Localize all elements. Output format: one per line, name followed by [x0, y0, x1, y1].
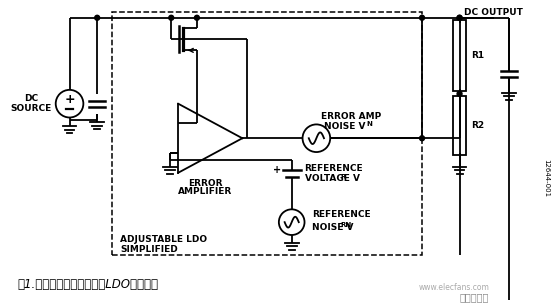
Text: 图1.显示内部噪声源的可调LDO简化框图: 图1.显示内部噪声源的可调LDO简化框图: [17, 278, 158, 292]
Text: RN: RN: [340, 222, 352, 228]
Circle shape: [194, 15, 199, 20]
Text: AMPLIFIER: AMPLIFIER: [178, 187, 233, 195]
Circle shape: [95, 15, 100, 20]
Text: +: +: [273, 165, 281, 175]
Text: NOISE V: NOISE V: [324, 122, 365, 131]
Bar: [112, 12, 422, 255]
Text: DC
SOURCE: DC SOURCE: [11, 94, 52, 113]
Text: NOISE V: NOISE V: [312, 223, 354, 232]
Text: N: N: [367, 121, 373, 127]
Text: REFERENCE: REFERENCE: [312, 210, 371, 219]
Bar: [453, 96, 466, 155]
Text: VOLTAGE V: VOLTAGE V: [305, 174, 359, 183]
Circle shape: [420, 136, 425, 141]
Circle shape: [420, 15, 425, 20]
Text: ADJUSTABLE LDO: ADJUSTABLE LDO: [120, 235, 207, 244]
Text: 电子发烧友: 电子发烧友: [460, 292, 489, 302]
Circle shape: [457, 91, 462, 96]
Circle shape: [169, 15, 174, 20]
Text: ERROR AMP: ERROR AMP: [321, 112, 381, 121]
Text: www.elecfans.com: www.elecfans.com: [418, 283, 489, 292]
Text: R: R: [340, 174, 345, 180]
Text: R1: R1: [472, 51, 484, 60]
Text: SIMPLIFIED: SIMPLIFIED: [120, 245, 177, 254]
Bar: [453, 20, 466, 91]
Text: REFERENCE: REFERENCE: [305, 164, 363, 173]
Circle shape: [457, 15, 462, 20]
Text: R2: R2: [472, 121, 484, 130]
Text: 12644-001: 12644-001: [543, 159, 550, 197]
Text: DC OUTPUT: DC OUTPUT: [464, 8, 523, 17]
Circle shape: [457, 15, 462, 20]
Text: ERROR: ERROR: [188, 179, 223, 188]
Text: +: +: [64, 93, 75, 106]
